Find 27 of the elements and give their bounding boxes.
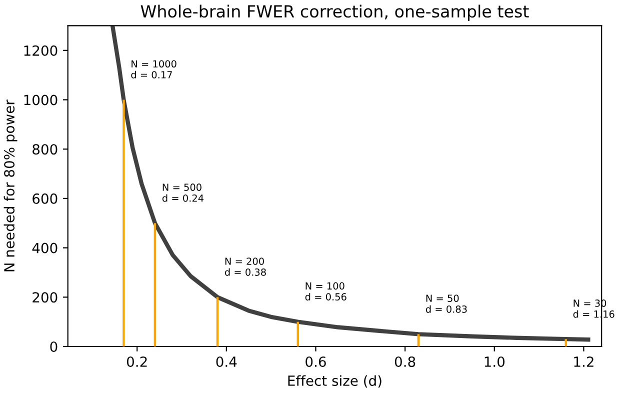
annotation: N = 500 d = 0.24: [162, 184, 204, 202]
y-tick-label: 600: [32, 193, 58, 204]
x-axis-title: Effect size (d): [288, 375, 382, 388]
y-tick-label: 1000: [24, 94, 58, 106]
annotation: N = 100 d = 0.56: [305, 282, 346, 300]
y-axis-title: N needed for 80% power: [4, 100, 18, 272]
x-tick-label: 1.0: [484, 356, 505, 367]
x-tick-label: 0.6: [306, 356, 326, 367]
y-tick-label: 1200: [24, 45, 58, 56]
y-tick-label: 800: [32, 144, 58, 155]
annotation: N = 50 d = 0.83: [426, 294, 467, 313]
bar: [154, 223, 156, 346]
bar: [417, 334, 420, 346]
chart-title: Whole-brain FWER correction, one-sample test: [140, 4, 529, 21]
line-series: [110, 26, 590, 342]
x-tick-label: 0.2: [126, 356, 147, 367]
x-tick-label: 0.8: [394, 356, 416, 367]
y-tick-label: 200: [32, 292, 58, 303]
x-tick-label: 0.4: [216, 356, 237, 367]
annotation: N = 200 d = 0.38: [224, 258, 266, 276]
x-tick-label: 1.2: [574, 356, 594, 367]
bar: [564, 339, 567, 346]
bar: [122, 100, 125, 346]
bar: [216, 297, 219, 346]
annotation: N = 1000 d = 0.17: [131, 60, 176, 78]
y-tick-label: 400: [32, 242, 58, 254]
y-tick-label: 0: [50, 341, 58, 352]
